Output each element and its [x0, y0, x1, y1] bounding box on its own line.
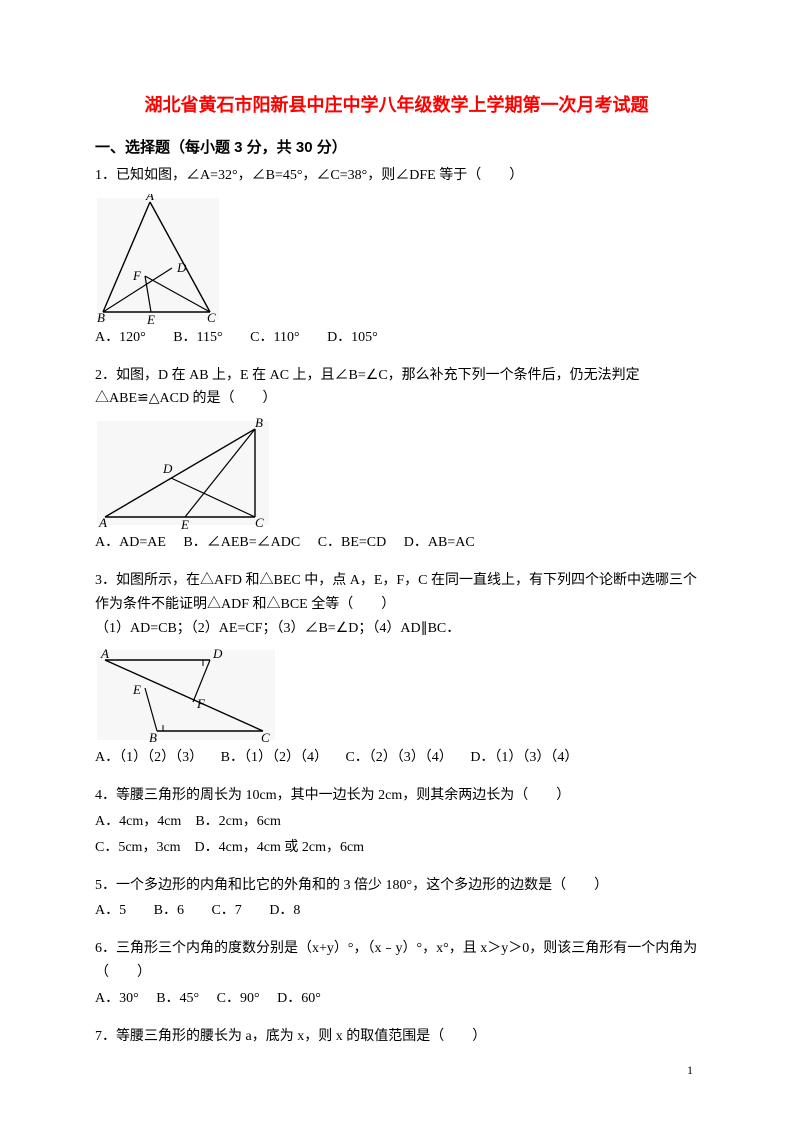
q7-text: 7．等腰三角形的腰长为 a，底为 x，则 x 的取值范围是（ ） — [95, 1025, 698, 1049]
q3-text: 3．如图所示，在△AFD 和△BEC 中，点 A，E，F，C 在同一直线上，有下… — [95, 569, 698, 617]
section-heading: 一、选择题（每小题 3 分，共 30 分） — [95, 135, 698, 161]
svg-text:F: F — [196, 696, 206, 711]
q3-options: A．（1）（2）（3） B．（1）（2）（4） C．（2）（3）（4） D．（1… — [95, 746, 698, 770]
page-number: 1 — [687, 1060, 693, 1080]
q3-opt-c: C．（2）（3）（4） — [345, 750, 452, 765]
q5-opt-d: D．8 — [269, 903, 300, 918]
q2-text: 2．如图，D 在 AB 上，E 在 AC 上，且∠B=∠C，那么补充下列一个条件… — [95, 364, 698, 412]
q5-opt-b: B．6 — [154, 903, 184, 918]
q2-opt-c: C．BE=CD — [318, 535, 387, 550]
q2-opt-a: A．AD=AE — [95, 535, 166, 550]
fig-bg — [97, 650, 275, 740]
svg-text:E: E — [132, 682, 141, 697]
q4-opt-a: A．4cm，4cm — [95, 814, 181, 829]
q1-opt-b: B．115° — [173, 330, 222, 345]
svg-text:C: C — [255, 515, 264, 529]
q4-options-line2: C．5cm，3cm D．4cm，4cm 或 2cm，6cm — [95, 836, 698, 860]
question-6: 6．三角形三个内角的度数分别是（x+y）°，（x﹣y）°，x°，且 x＞y＞0，… — [95, 937, 698, 1010]
q2-figure: A B C D E — [95, 417, 698, 529]
q1-options: A．120° B．115° C．110° D．105° — [95, 326, 698, 350]
q4-opt-c: C．5cm，3cm — [95, 840, 181, 855]
q1-opt-d: D．105° — [327, 330, 378, 345]
svg-text:A: A — [98, 515, 107, 529]
q2-options: A．AD=AE B．∠AEB=∠ADC C．BE=CD D．AB=AC — [95, 531, 698, 555]
question-5: 5．一个多边形的内角和比它的外角和的 3 倍少 180°，这个多边形的边数是（ … — [95, 874, 698, 924]
svg-text:D: D — [176, 260, 187, 275]
q2-opt-d: D．AB=AC — [404, 535, 475, 550]
q5-options: A．5 B．6 C．7 D．8 — [95, 899, 698, 923]
q1-opt-c: C．110° — [250, 330, 299, 345]
q3-conds: （1）AD=CB；（2）AE=CF；（3）∠B=∠D；（4）AD∥BC． — [95, 617, 698, 641]
q5-opt-a: A．5 — [95, 903, 126, 918]
q4-opt-d: D．4cm，4cm 或 2cm，6cm — [195, 840, 365, 855]
page-title: 湖北省黄石市阳新县中庄中学八年级数学上学期第一次月考试题 — [95, 90, 698, 121]
question-2: 2．如图，D 在 AB 上，E 在 AC 上，且∠B=∠C，那么补充下列一个条件… — [95, 364, 698, 555]
svg-text:D: D — [162, 461, 173, 476]
q4-text: 4．等腰三角形的周长为 10cm，其中一边长为 2cm，则其余两边长为（ ） — [95, 784, 698, 808]
q4-opt-b: B．2cm，6cm — [195, 814, 281, 829]
svg-text:B: B — [149, 730, 157, 744]
svg-text:A: A — [100, 646, 109, 661]
svg-text:F: F — [132, 268, 142, 283]
svg-text:C: C — [207, 310, 216, 324]
svg-text:A: A — [145, 194, 154, 203]
q6-opt-a: A．30° — [95, 991, 139, 1006]
q6-opt-c: C．90° — [217, 991, 260, 1006]
q3-opt-b: B．（1）（2）（4） — [221, 750, 328, 765]
q1-text: 1．已知如图，∠A=32°，∠B=45°，∠C=38°，则∠DFE 等于（ ） — [95, 164, 698, 188]
q3-figure: A D B C E F — [95, 646, 698, 744]
q6-options: A．30° B．45° C．90° D．60° — [95, 987, 698, 1011]
q1-opt-a: A．120° — [95, 330, 146, 345]
svg-text:E: E — [180, 517, 189, 529]
q2-opt-b: B．∠AEB=∠ADC — [183, 535, 300, 550]
q5-text: 5．一个多边形的内角和比它的外角和的 3 倍少 180°，这个多边形的边数是（ … — [95, 874, 698, 898]
q3-opt-d: D．（1）（3）（4） — [470, 750, 578, 765]
question-3: 3．如图所示，在△AFD 和△BEC 中，点 A，E，F，C 在同一直线上，有下… — [95, 569, 698, 770]
svg-text:D: D — [212, 646, 223, 661]
svg-text:C: C — [261, 730, 270, 744]
svg-text:B: B — [97, 310, 105, 324]
svg-text:E: E — [146, 312, 155, 324]
question-1: 1．已知如图，∠A=32°，∠B=45°，∠C=38°，则∠DFE 等于（ ） … — [95, 164, 698, 350]
q6-opt-d: D．60° — [277, 991, 321, 1006]
q6-opt-b: B．45° — [156, 991, 199, 1006]
svg-text:B: B — [255, 417, 263, 430]
q3-opt-a: A．（1）（2）（3） — [95, 750, 203, 765]
question-4: 4．等腰三角形的周长为 10cm，其中一边长为 2cm，则其余两边长为（ ） A… — [95, 784, 698, 859]
q6-text: 6．三角形三个内角的度数分别是（x+y）°，（x﹣y）°，x°，且 x＞y＞0，… — [95, 937, 698, 985]
question-7: 7．等腰三角形的腰长为 a，底为 x，则 x 的取值范围是（ ） — [95, 1025, 698, 1049]
q5-opt-c: C．7 — [211, 903, 241, 918]
q1-figure: A B C D E F — [95, 194, 698, 324]
q4-options-line1: A．4cm，4cm B．2cm，6cm — [95, 810, 698, 834]
